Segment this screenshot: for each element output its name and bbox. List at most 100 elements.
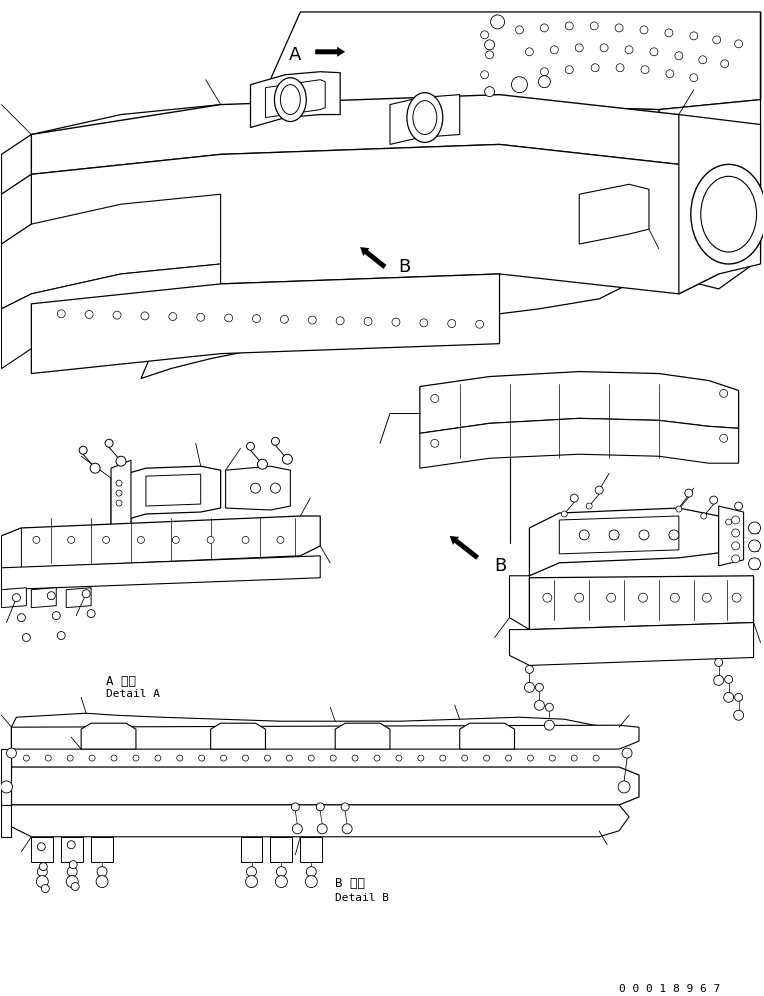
- Polygon shape: [420, 418, 739, 468]
- Circle shape: [593, 755, 599, 761]
- Circle shape: [12, 594, 21, 602]
- Circle shape: [607, 594, 616, 603]
- Circle shape: [18, 614, 25, 622]
- Circle shape: [225, 314, 232, 322]
- Circle shape: [309, 316, 316, 324]
- Circle shape: [735, 693, 743, 701]
- Circle shape: [571, 755, 578, 761]
- Polygon shape: [146, 474, 201, 506]
- Circle shape: [66, 875, 78, 887]
- Circle shape: [720, 389, 727, 397]
- Circle shape: [714, 658, 723, 666]
- Circle shape: [549, 755, 555, 761]
- Circle shape: [41, 884, 50, 892]
- Circle shape: [545, 720, 555, 730]
- Polygon shape: [11, 749, 639, 805]
- Polygon shape: [11, 725, 639, 749]
- Circle shape: [579, 530, 589, 540]
- Circle shape: [67, 867, 77, 876]
- Circle shape: [70, 861, 77, 869]
- Ellipse shape: [280, 85, 300, 115]
- Circle shape: [476, 321, 484, 329]
- Circle shape: [286, 755, 293, 761]
- Circle shape: [37, 867, 47, 876]
- Circle shape: [418, 755, 424, 761]
- Polygon shape: [529, 508, 719, 576]
- Circle shape: [52, 612, 60, 620]
- Circle shape: [710, 496, 717, 504]
- Ellipse shape: [691, 164, 764, 264]
- Circle shape: [732, 516, 740, 524]
- Polygon shape: [2, 264, 221, 369]
- Circle shape: [336, 317, 344, 325]
- Circle shape: [639, 594, 647, 603]
- Polygon shape: [2, 556, 320, 590]
- Text: B: B: [494, 557, 507, 575]
- Circle shape: [1, 781, 12, 793]
- Polygon shape: [335, 723, 390, 749]
- Circle shape: [306, 875, 317, 887]
- Circle shape: [575, 594, 584, 603]
- Circle shape: [685, 489, 693, 497]
- Polygon shape: [2, 105, 221, 194]
- Polygon shape: [111, 460, 131, 544]
- Circle shape: [591, 64, 599, 72]
- Text: 0 0 0 1 8 9 6 7: 0 0 0 1 8 9 6 7: [619, 984, 720, 994]
- Polygon shape: [2, 528, 21, 574]
- Circle shape: [527, 755, 533, 761]
- Circle shape: [490, 15, 504, 29]
- Circle shape: [534, 700, 545, 710]
- Circle shape: [116, 480, 122, 486]
- Circle shape: [24, 755, 29, 761]
- Circle shape: [111, 755, 117, 761]
- Polygon shape: [460, 723, 514, 749]
- Polygon shape: [31, 95, 719, 174]
- Circle shape: [169, 313, 176, 321]
- Circle shape: [277, 537, 284, 544]
- Circle shape: [526, 48, 533, 56]
- Circle shape: [749, 522, 760, 534]
- Circle shape: [591, 22, 598, 30]
- Polygon shape: [2, 749, 11, 805]
- Circle shape: [749, 558, 760, 570]
- Circle shape: [666, 70, 674, 78]
- Circle shape: [543, 594, 552, 603]
- Circle shape: [565, 66, 573, 74]
- Circle shape: [89, 755, 95, 761]
- Polygon shape: [529, 576, 753, 629]
- Text: A: A: [289, 46, 302, 64]
- Circle shape: [57, 310, 65, 318]
- Circle shape: [133, 755, 139, 761]
- Circle shape: [67, 755, 73, 761]
- Polygon shape: [2, 194, 221, 309]
- Circle shape: [726, 519, 732, 525]
- Polygon shape: [719, 506, 743, 566]
- Circle shape: [252, 315, 261, 323]
- Circle shape: [293, 824, 303, 834]
- Polygon shape: [81, 723, 136, 749]
- Circle shape: [37, 875, 48, 887]
- Ellipse shape: [407, 93, 443, 142]
- Circle shape: [724, 692, 733, 702]
- Circle shape: [71, 882, 79, 890]
- Polygon shape: [231, 12, 760, 169]
- Circle shape: [650, 48, 658, 56]
- Circle shape: [247, 867, 257, 876]
- Circle shape: [732, 529, 740, 537]
- Circle shape: [601, 44, 608, 52]
- Circle shape: [396, 755, 402, 761]
- Circle shape: [431, 394, 439, 402]
- Polygon shape: [141, 108, 659, 378]
- Polygon shape: [31, 588, 57, 608]
- Circle shape: [116, 500, 122, 506]
- Circle shape: [113, 311, 121, 319]
- Circle shape: [316, 803, 324, 811]
- Circle shape: [732, 542, 740, 550]
- Circle shape: [486, 51, 494, 59]
- Polygon shape: [579, 184, 649, 244]
- Circle shape: [669, 530, 679, 540]
- Polygon shape: [420, 372, 739, 433]
- Circle shape: [37, 843, 45, 851]
- Circle shape: [352, 755, 358, 761]
- Circle shape: [616, 64, 624, 72]
